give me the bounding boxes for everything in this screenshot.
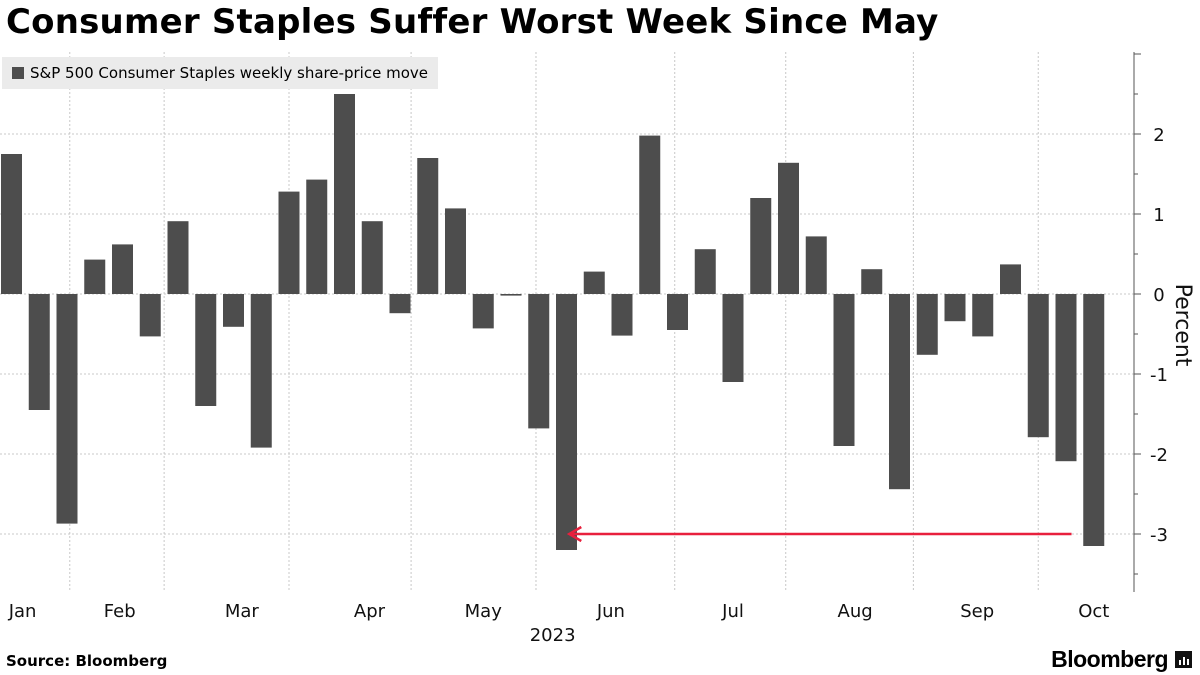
bar: [889, 294, 910, 490]
bar: [750, 198, 772, 294]
y-axis: 2 1 0 -1 -2 -3 Percent: [1133, 52, 1195, 592]
bar: [306, 179, 328, 294]
x-tick-label: Aug: [838, 601, 873, 622]
bar: [805, 236, 827, 294]
bars: [1, 94, 1105, 550]
y-tick-label: 0: [1153, 285, 1164, 306]
bar: [694, 249, 716, 294]
chart-title: Consumer Staples Suffer Worst Week Since…: [6, 2, 939, 42]
x-axis-labels: Jan Feb Mar Apr May Jun Jul Aug Sep Oct 2023: [8, 601, 1110, 646]
bar: [28, 294, 50, 410]
legend-swatch: [12, 67, 24, 79]
x-tick-label: May: [465, 601, 503, 622]
source-note: Source: Bloomberg: [6, 652, 168, 670]
x-tick-label: Mar: [225, 601, 260, 622]
y-tick-label: -3: [1150, 525, 1168, 546]
bar: [833, 294, 855, 446]
bar: [334, 94, 355, 294]
bar: [778, 162, 799, 294]
bar: [611, 294, 633, 336]
bar: [861, 269, 883, 294]
x-axis-year-label: 2023: [530, 625, 576, 646]
bar: [1000, 264, 1021, 294]
bar: [972, 294, 994, 337]
x-tick-label: Feb: [104, 601, 136, 622]
bar: [139, 294, 161, 337]
bar: [389, 294, 411, 314]
bar: [250, 294, 272, 448]
bar: [639, 135, 661, 294]
bar: [500, 294, 522, 296]
bar: [112, 244, 133, 294]
bar: [223, 294, 244, 327]
bloomberg-logo: Bloomberg: [1051, 646, 1192, 673]
bar: [916, 294, 938, 355]
bar: [556, 294, 577, 550]
bar: [56, 294, 78, 524]
bar: [1055, 294, 1077, 462]
legend-label: S&P 500 Consumer Staples weekly share-pr…: [30, 64, 428, 82]
y-tick-label: 1: [1153, 205, 1164, 226]
bar: [1027, 294, 1049, 438]
bar: [361, 221, 383, 294]
x-tick-label: Jun: [596, 601, 625, 622]
bar: [528, 294, 550, 429]
y-tick-label: -1: [1150, 365, 1168, 386]
bar: [1083, 294, 1105, 546]
annotation: [566, 525, 1072, 543]
x-tick-label: Apr: [354, 601, 386, 622]
bar: [722, 294, 744, 382]
y-tick-label: 2: [1153, 125, 1164, 146]
y-tick-label: -2: [1150, 445, 1168, 466]
bar: [167, 221, 189, 294]
legend: S&P 500 Consumer Staples weekly share-pr…: [2, 57, 438, 89]
bar: [445, 208, 466, 294]
bar: [667, 294, 688, 330]
bar: [472, 294, 494, 329]
bar: [944, 294, 966, 322]
y-axis-title: Percent: [1170, 284, 1195, 367]
x-tick-label: Oct: [1078, 601, 1109, 622]
x-tick-label: Sep: [960, 601, 994, 622]
bar: [278, 191, 300, 294]
x-tick-label: Jan: [8, 601, 37, 622]
x-tick-label: Jul: [721, 601, 744, 622]
bar: [195, 294, 217, 406]
annotation-arrow-head: [566, 525, 582, 543]
bar: [1, 154, 22, 294]
bar: [84, 259, 106, 294]
bar: [583, 271, 605, 294]
bloomberg-chart-icon: [1175, 651, 1192, 668]
bar: [417, 158, 439, 294]
brand-name: Bloomberg: [1051, 646, 1168, 672]
